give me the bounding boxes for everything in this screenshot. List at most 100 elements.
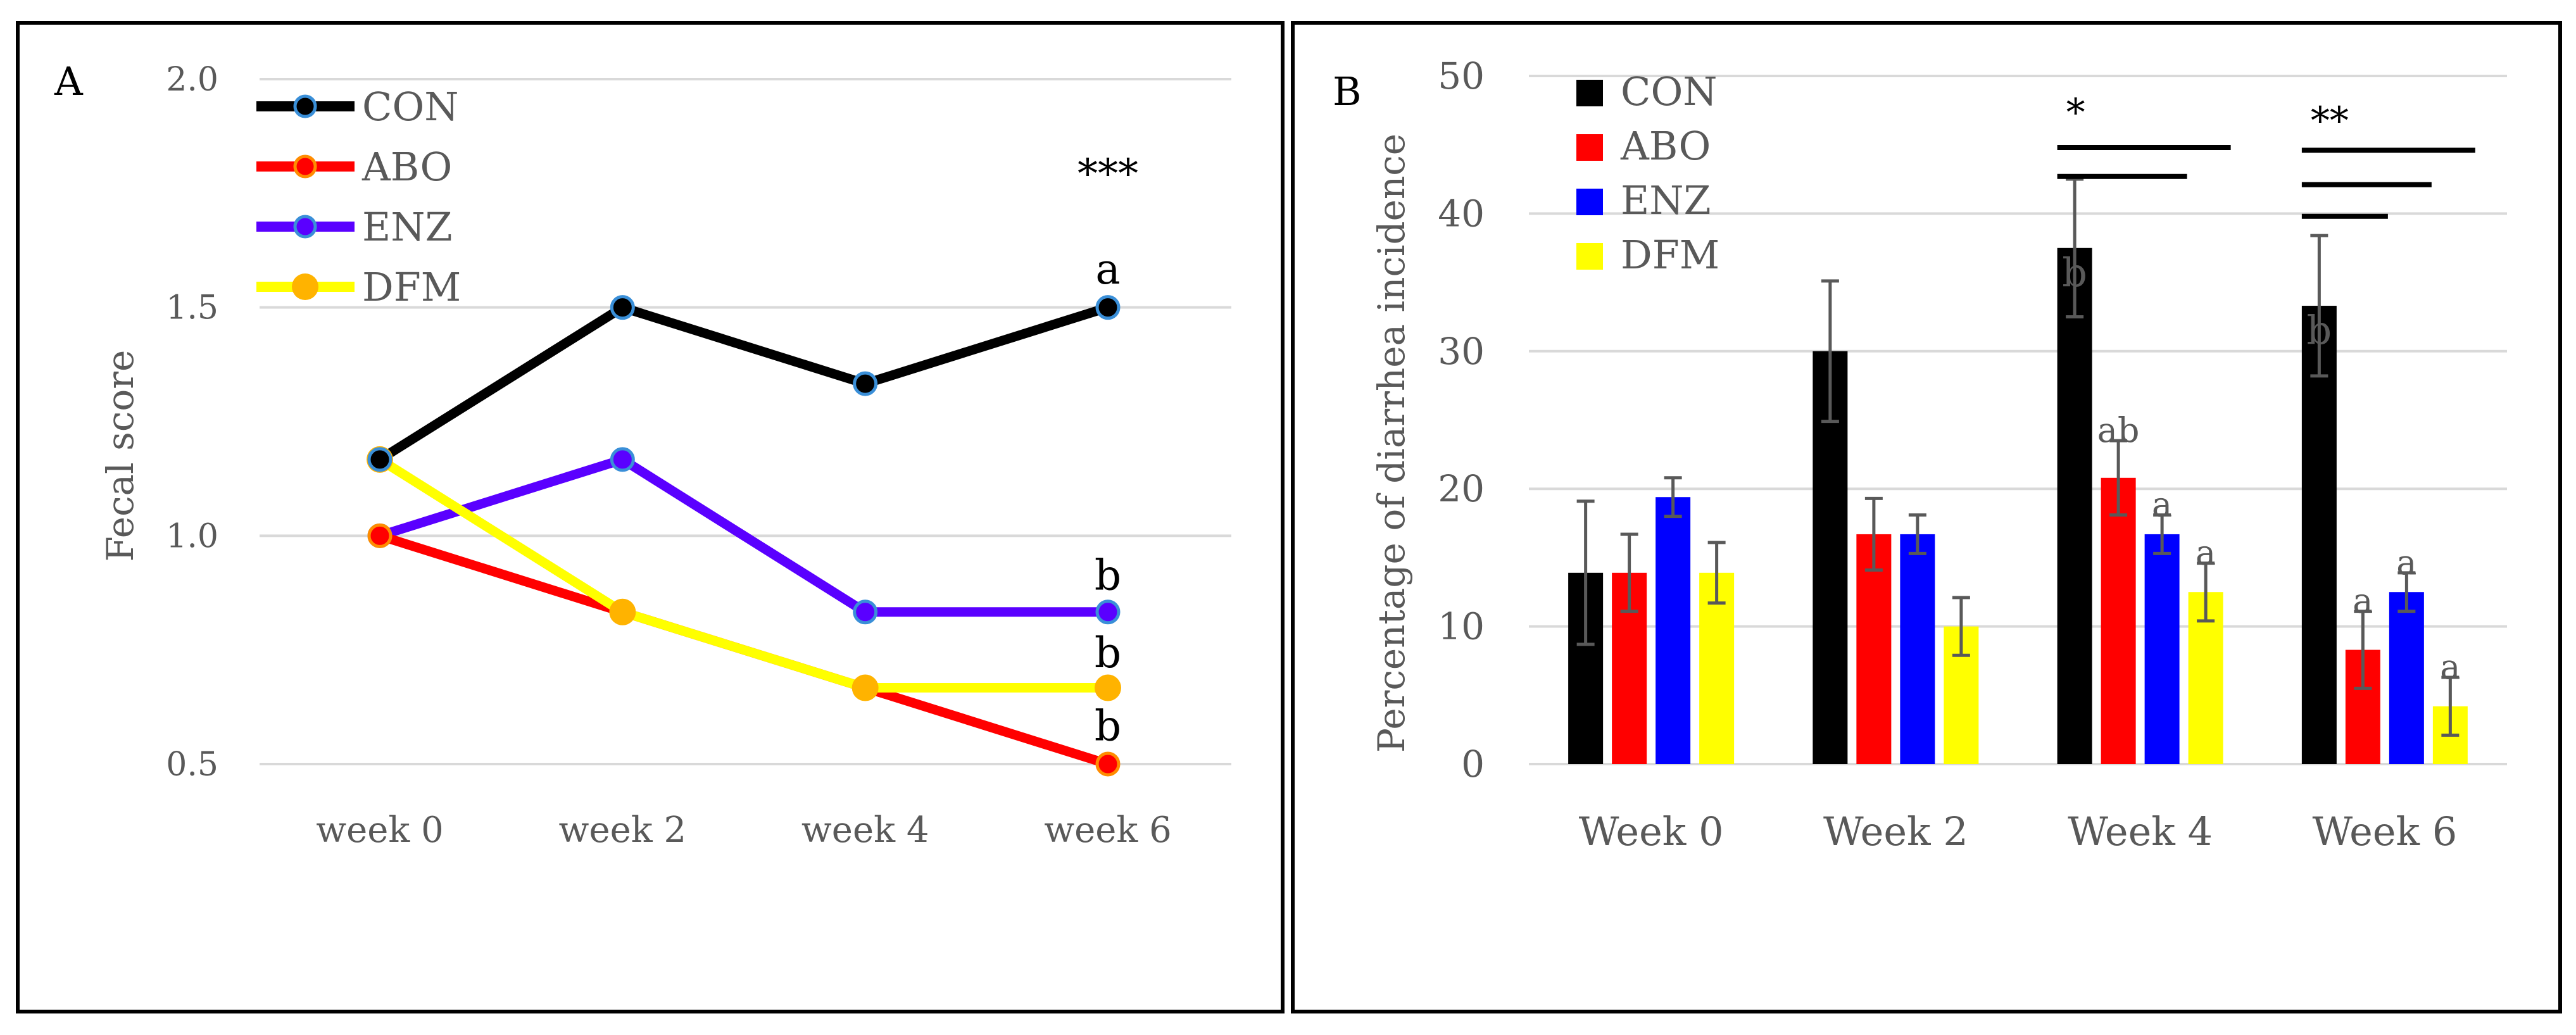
panel-b-y-tick-label: 10 [1438, 605, 1485, 648]
panel-a-x-tick-label: week 6 [1044, 810, 1172, 851]
error-bar-con-week-2 [1821, 279, 1839, 423]
bar-enz-week-2 [1900, 534, 1935, 764]
panel-b-significance: * ** [2057, 91, 2475, 219]
panel-b-y-tick-label: 20 [1438, 467, 1485, 510]
bar-con-week-6 [2301, 306, 2337, 765]
error-bar-dfm-week-0 [1707, 541, 1726, 605]
panel-a-x-tick-label: week 4 [801, 810, 929, 851]
legend-marker-enz [293, 215, 317, 239]
data-point-dfm [609, 598, 636, 625]
panel-b-y-tick-label: 0 [1461, 743, 1485, 786]
error-bar-enz-week-4 [2153, 513, 2171, 555]
legend-swatch-dfm [1576, 243, 1603, 270]
panel-a-y-tick-labels: 0.5 1.0 1.5 2.0 [166, 61, 218, 784]
legend-label-con: CON [1621, 68, 1718, 115]
legend-label-con: CON [362, 84, 459, 130]
error-bar-abo-week-2 [1864, 496, 1883, 572]
legend-swatch-abo [1576, 134, 1603, 161]
legend-label-enz: ENZ [362, 204, 453, 250]
panel-a-gridlines [260, 78, 1231, 765]
bar-significance-letter: b [2062, 249, 2087, 296]
bar-significance-letter: ab [2097, 410, 2140, 450]
panel-a-annotation: b [1095, 701, 1121, 750]
panel-b-x-tick-label: Week 6 [2312, 808, 2457, 855]
panel-a-y-tick-label: 0.5 [166, 746, 218, 784]
bar-significance-letter: a [2196, 533, 2216, 573]
legend-marker-abo [293, 154, 317, 179]
series-line-dfm [377, 455, 1108, 693]
panel-b: B 0 10 20 30 40 50 Week 0 Week 2 Week 4 Week 6 P… [1291, 21, 2562, 1013]
bar-abo-week-2 [1856, 534, 1892, 764]
bar-significance-letter: a [2353, 581, 2373, 621]
series-line-enz [378, 455, 1108, 617]
panel-a-series-lines [377, 303, 1110, 769]
panel-a: A 0.51.01.52.0 week 0 week 2 week 4 week 6 … [16, 21, 1285, 1013]
data-point-enz [1095, 599, 1121, 625]
data-point-abo [1095, 751, 1121, 777]
legend-label-dfm: DFM [362, 264, 461, 310]
bar-significance-letter: a [2440, 647, 2460, 687]
panel-b-error-bars [1576, 177, 2460, 737]
panel-b-y-tick-label: 40 [1438, 192, 1485, 235]
panel-a-y-axis-label: Fecal score [99, 350, 142, 562]
error-bar-dfm-week-4 [2197, 561, 2215, 623]
panel-b-x-tick-labels: Week 0 Week 2 Week 4 Week 6 [1579, 808, 2458, 855]
panel-a-x-tick-label: week 2 [559, 810, 687, 851]
significance-marker: * [2066, 91, 2085, 135]
series-line-con [377, 303, 1110, 464]
panel-a-annotation: b [1095, 551, 1121, 599]
legend-marker-dfm [292, 273, 318, 300]
panel-b-x-tick-label: Week 4 [2068, 808, 2213, 855]
panel-a-series-points [367, 295, 1121, 777]
panel-b-x-tick-label: Week 2 [1823, 808, 1968, 855]
error-bar-abo-week-4 [2109, 439, 2128, 517]
panel-a-y-tick-label: 1.0 [166, 517, 218, 555]
data-point-dfm [851, 674, 879, 701]
data-point-con [610, 295, 635, 320]
data-point-dfm [1095, 674, 1121, 701]
bar-significance-letter: b [2307, 307, 2332, 353]
panel-b-legend: CON ABO ENZ DFM [1576, 68, 1719, 278]
bar-enz-week-4 [2144, 534, 2180, 764]
panel-a-y-tick-label: 1.5 [166, 289, 218, 327]
panel-a-annotation: b [1095, 629, 1121, 677]
data-point-con [853, 371, 878, 396]
error-bar-con-week-4 [2066, 177, 2084, 318]
error-bar-abo-week-6 [2354, 610, 2372, 690]
panel-a-annotation: *** [1078, 151, 1138, 198]
panel-b-y-tick-label: 30 [1438, 330, 1485, 373]
significance-marker: ** [2311, 99, 2349, 143]
error-bar-dfm-week-2 [1952, 596, 1970, 657]
panel-a-label: A [54, 58, 84, 104]
panel-b-frame [1291, 21, 2562, 1013]
legend-label-enz: ENZ [1621, 177, 1711, 223]
error-bar-enz-week-6 [2397, 571, 2416, 613]
panel-a-annotation: a [1095, 245, 1120, 294]
error-bar-dfm-week-6 [2441, 675, 2460, 737]
panel-b-y-axis-label: Percentage of diarrhea incidence [1370, 134, 1413, 753]
panel-b-y-tick-label: 50 [1438, 54, 1485, 97]
panel-a-frame [16, 21, 1285, 1013]
data-point-abo [367, 523, 393, 548]
panel-b-x-tick-label: Week 0 [1579, 808, 1724, 855]
legend-marker-con [293, 94, 317, 118]
panel-a-y-tick-label: 2.0 [166, 61, 218, 99]
error-bar-con-week-6 [2310, 234, 2328, 378]
bar-enz-week-0 [1656, 497, 1691, 764]
panel-a-legend: CON ABO ENZ DFM [256, 84, 461, 310]
bar-abo-week-4 [2101, 477, 2136, 764]
legend-label-abo: ABO [1620, 123, 1711, 169]
bar-dfm-week-0 [1699, 572, 1735, 764]
panel-a-x-tick-labels: week 0 week 2 week 4 week 6 [316, 810, 1172, 851]
legend-label-abo: ABO [361, 144, 452, 190]
legend-swatch-con [1576, 80, 1603, 106]
error-bar-enz-week-0 [1664, 476, 1682, 518]
bar-significance-letter: a [2396, 543, 2416, 582]
panel-b-y-tick-labels: 0 10 20 30 40 50 [1438, 54, 1485, 786]
data-point-con [367, 447, 393, 472]
error-bar-abo-week-0 [1620, 532, 1638, 613]
